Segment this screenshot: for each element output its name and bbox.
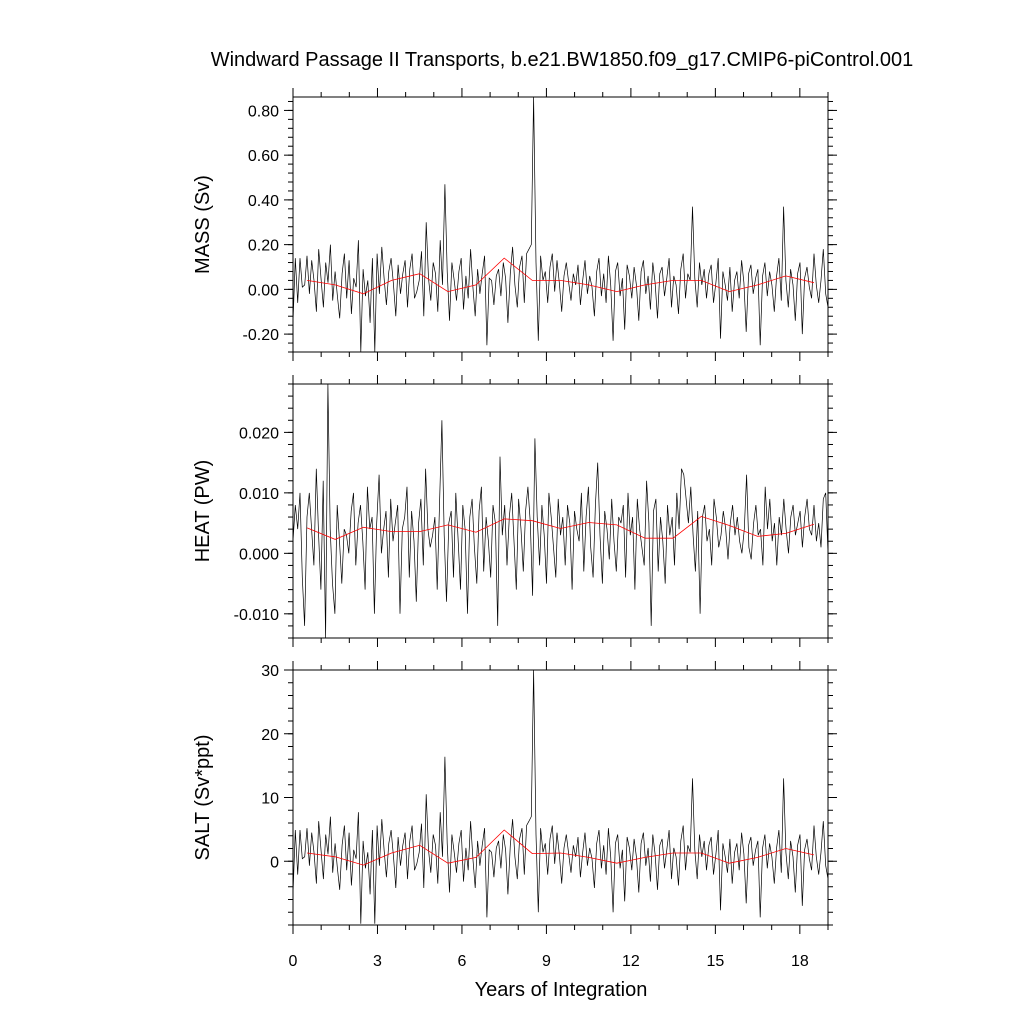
heat-monthly-series [293, 384, 828, 638]
heat-annual-mean-series [306, 515, 815, 540]
mass-y-tick-label: -0.20 [243, 327, 280, 344]
salt-plot-frame [292, 669, 829, 926]
x-tick-label: 6 [457, 953, 466, 970]
salt-y-tick-label: 30 [261, 663, 279, 680]
salt-panel: 30 20 10 0 SALT (Sv*ppt) [192, 661, 837, 934]
mass-y-tick-label: 0.60 [248, 148, 279, 165]
x-tick-label: 9 [542, 953, 551, 970]
x-tick-label: 3 [373, 953, 382, 970]
x-tick-label: 18 [791, 953, 809, 970]
salt-annual-mean-series [307, 829, 814, 866]
heat-y-tick-label: 0.020 [239, 425, 279, 442]
x-tick-label: 12 [622, 953, 640, 970]
heat-panel: 0.020 0.010 0.000 -0.010 HEAT (PW) [192, 375, 837, 647]
mass-y-tick-label: 0.00 [248, 282, 279, 299]
heat-y-tick-label: -0.010 [234, 607, 279, 624]
salt-y-tick-label: 10 [261, 791, 279, 808]
salt-monthly-series [293, 670, 828, 924]
mass-y-tick-label: 0.40 [248, 193, 279, 210]
mass-plot-frame [292, 96, 829, 353]
salt-y-axis-label: SALT (Sv*ppt) [192, 735, 214, 861]
mass-y-tick-label: 0.80 [248, 103, 279, 120]
chart-title: Windward Passage II Transports, b.e21.BW… [211, 49, 914, 71]
heat-y-axis-label: HEAT (PW) [192, 460, 214, 563]
mass-panel: 0.80 0.60 0.40 0.20 0.00 -0.20 MASS (Sv) [192, 88, 837, 361]
mass-monthly-series [293, 97, 828, 352]
salt-y-tick-label: 20 [261, 727, 279, 744]
mass-y-axis-label: MASS (Sv) [192, 175, 214, 274]
salt-y-tick-label: 0 [270, 854, 279, 871]
x-axis-label: Years of Integration [475, 979, 648, 1001]
x-tick-label: 0 [289, 953, 298, 970]
heat-plot-frame [292, 383, 829, 639]
mass-annual-mean-series [307, 257, 814, 295]
x-tick-label: 15 [706, 953, 724, 970]
heat-y-tick-label: 0.010 [239, 486, 279, 503]
mass-y-tick-label: 0.20 [248, 238, 279, 255]
heat-y-tick-label: 0.000 [239, 546, 279, 563]
